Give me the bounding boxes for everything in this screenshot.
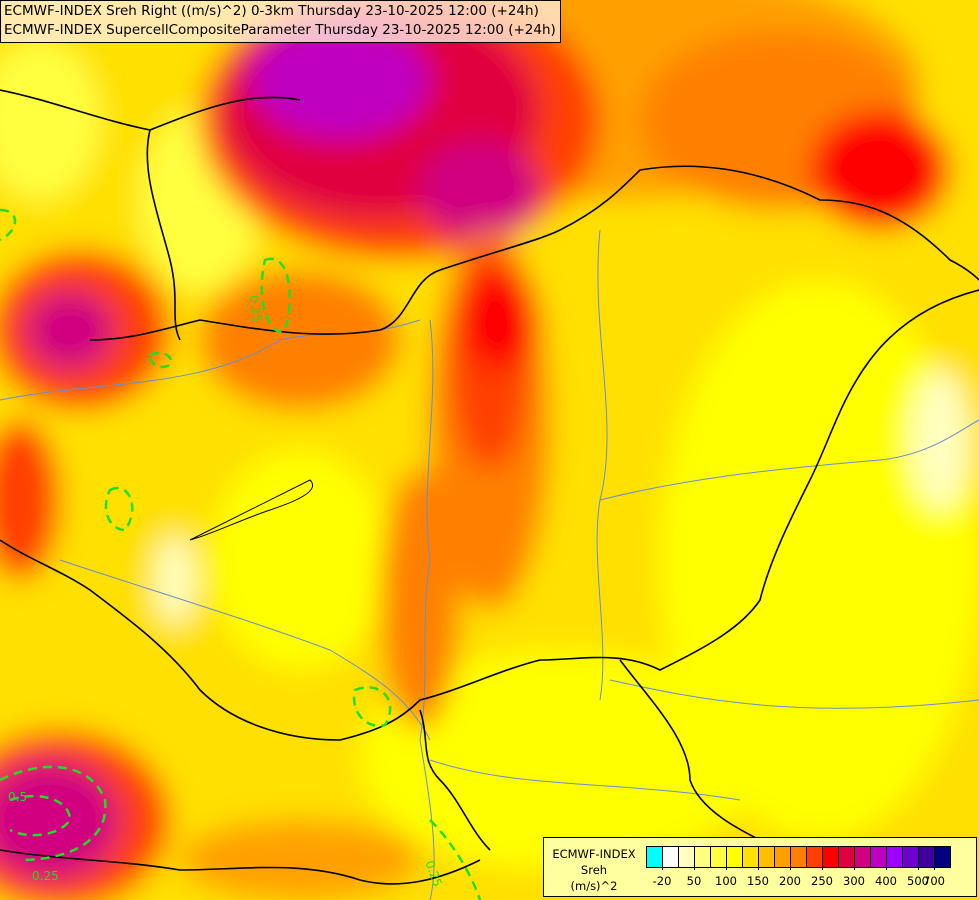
legend-tick — [694, 866, 695, 870]
legend-tick — [886, 866, 887, 870]
contour-label: 0.25 — [32, 869, 59, 883]
legend-color-cell — [711, 847, 727, 867]
legend-ticks: -20 50 100 150 200 250 300 400 500 700 — [646, 866, 976, 894]
legend-tick-label: 300 — [843, 874, 865, 888]
legend-color-cell — [679, 847, 695, 867]
legend-tick-label: 500 — [907, 874, 929, 888]
legend-tick-label: 200 — [779, 874, 801, 888]
legend-color-cell — [919, 847, 935, 867]
legend-tick — [790, 866, 791, 870]
legend-color-cell — [823, 847, 839, 867]
legend-color-cell — [727, 847, 743, 867]
legend-tick-label: 50 — [686, 874, 702, 888]
legend-color-cell — [839, 847, 855, 867]
legend-tick-label: 400 — [875, 874, 897, 888]
legend-color-bar — [646, 846, 951, 868]
legend-color-cell — [695, 847, 711, 867]
country-borders — [0, 89, 979, 885]
legend-tick — [934, 866, 935, 870]
legend-tick — [758, 866, 759, 870]
legend-tick-label: 700 — [923, 874, 945, 888]
legend-tick — [726, 866, 727, 870]
legend-tick — [918, 866, 919, 870]
legend-color-cell — [663, 847, 679, 867]
legend-color-cell — [855, 847, 871, 867]
legend-color-cell — [647, 847, 663, 867]
map-title: ECMWF-INDEX Sreh Right ((m/s)^2) 0-3km T… — [0, 0, 561, 43]
legend-color-cell — [775, 847, 791, 867]
legend-tick-label: -20 — [652, 874, 672, 888]
legend-tick-label: 250 — [811, 874, 833, 888]
legend-variable: Sreh — [580, 863, 608, 877]
contour-label: 0.5 — [8, 790, 27, 804]
legend-tick-label: 100 — [715, 874, 737, 888]
legend-color-cell — [935, 847, 950, 867]
legend-tick-label: 150 — [747, 874, 769, 888]
legend-color-cell — [903, 847, 919, 867]
legend-color-cell — [871, 847, 887, 867]
legend-tick — [854, 866, 855, 870]
color-legend: ECMWF-INDEX Sreh (m/s)^2 -20 50 100 150 200 2… — [543, 837, 977, 897]
legend-tick — [822, 866, 823, 870]
legend-unit: (m/s)^2 — [570, 879, 618, 893]
legend-title: ECMWF-INDEX Sreh (m/s)^2 — [548, 846, 640, 894]
title-line-sreh: ECMWF-INDEX Sreh Right ((m/s)^2) 0-3km T… — [4, 3, 539, 19]
contour-label: 0.25 — [246, 294, 264, 323]
legend-color-cell — [791, 847, 807, 867]
legend-color-cell — [807, 847, 823, 867]
legend-source: ECMWF-INDEX — [552, 847, 636, 861]
legend-tick — [662, 866, 663, 870]
legend-color-cell — [887, 847, 903, 867]
legend-color-cell — [743, 847, 759, 867]
title-line-scp: ECMWF-INDEX SupercellCompositeParameter … — [4, 22, 556, 38]
legend-color-cell — [759, 847, 775, 867]
scp-contours — [0, 208, 482, 900]
